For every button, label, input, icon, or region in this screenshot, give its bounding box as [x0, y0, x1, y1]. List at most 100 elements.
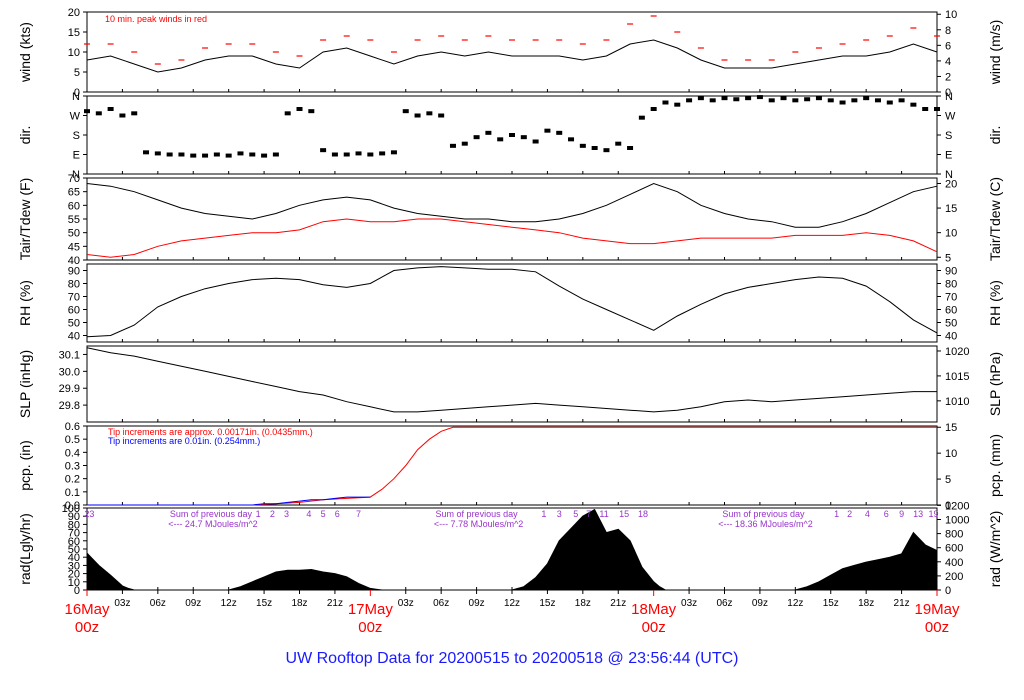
- series-line-rh: [86, 266, 938, 338]
- radiation-hour-mark: 4: [306, 509, 311, 519]
- direction-point: [355, 151, 362, 156]
- right-tick-label: 400: [945, 557, 963, 569]
- right-axis-label: SLP (hPa): [987, 352, 1003, 416]
- direction-point: [308, 109, 315, 114]
- daily-sum-line1: Sum of previous day: [170, 509, 253, 519]
- direction-point: [910, 102, 917, 107]
- direction-point: [863, 96, 870, 101]
- daily-sum-line1: Sum of previous day: [722, 509, 805, 519]
- direction-point: [485, 130, 492, 135]
- left-tick-label: 0.0: [65, 500, 80, 512]
- right-tick-label: 0: [945, 87, 951, 99]
- radiation-hour-mark: 15: [619, 509, 629, 519]
- right-axis-label: wind (m/s): [987, 20, 1003, 86]
- x-tick-label: 18z: [291, 598, 307, 609]
- direction-point: [225, 153, 232, 158]
- left-tick-label: 5: [74, 67, 80, 79]
- radiation-hour-mark: 1: [834, 509, 839, 519]
- right-tick-label: 10: [945, 228, 957, 240]
- left-tick-label: 50: [68, 318, 80, 330]
- left-tick-label: 45: [68, 241, 80, 253]
- left-tick-label: 0: [74, 585, 80, 597]
- series-line-air_temperature: [86, 182, 938, 228]
- series-line-slp: [86, 347, 937, 413]
- direction-point: [638, 115, 645, 120]
- direction-point: [827, 98, 834, 103]
- x-tick-label: 21z: [327, 598, 343, 609]
- direction-point: [178, 152, 185, 157]
- right-tick-label: 15: [945, 203, 957, 215]
- right-axis-label: pcp. (mm): [987, 434, 1003, 497]
- x-tick-label: 06z: [150, 598, 166, 609]
- direction-point: [402, 109, 409, 114]
- radiation-hour-mark: 3: [284, 509, 289, 519]
- direction-point: [686, 98, 693, 103]
- right-tick-label: 70: [945, 292, 957, 304]
- direction-point: [780, 96, 787, 101]
- panel-radiation: 0102030405060708090100020040060080010001…: [17, 500, 1003, 597]
- panel-pressure: 29.8 29.9 30.0 30.1 1010 1015 1020 SLP (inHg) SL…: [17, 345, 1003, 423]
- right-tick-label: 1015: [945, 371, 969, 383]
- direction-point: [449, 143, 456, 148]
- left-tick-label: 55: [68, 214, 80, 226]
- direction-point: [650, 107, 657, 111]
- direction-point: [886, 100, 893, 105]
- right-axis-label: Tair/Tdew (C): [987, 177, 1003, 261]
- left-tick-label: 60: [68, 305, 80, 317]
- x-tick-label: 09z: [185, 598, 201, 609]
- x-tick-label: 09z: [752, 598, 768, 609]
- right-tick-label: 1020: [945, 346, 969, 358]
- right-tick-label: S: [945, 130, 952, 142]
- direction-point: [213, 152, 220, 157]
- direction-point: [131, 111, 138, 116]
- daily-sum-line1: Sum of previous day: [436, 509, 519, 519]
- left-tick-label: 70: [68, 292, 80, 304]
- right-tick-label: 90: [945, 266, 957, 278]
- right-tick-label: 0: [945, 500, 951, 512]
- radiation-hour-mark: 23: [84, 509, 94, 519]
- x-tick-label: 06z: [716, 598, 732, 609]
- direction-point: [296, 107, 303, 111]
- direction-point: [461, 141, 468, 146]
- direction-point: [697, 96, 704, 101]
- right-tick-label: N: [945, 91, 953, 103]
- direction-point: [331, 152, 338, 157]
- direction-point: [261, 153, 268, 158]
- direction-point: [414, 113, 421, 118]
- radiation-hour-mark: 18: [638, 509, 648, 519]
- right-tick-label: 60: [945, 305, 957, 317]
- right-tick-label: 4: [945, 56, 951, 68]
- date-label-day: 16May: [64, 601, 110, 618]
- left-tick-label: 20: [68, 569, 80, 581]
- radiation-hour-mark: 11: [599, 509, 608, 519]
- radiation-hour-mark: 6: [884, 509, 889, 519]
- direction-point: [379, 151, 386, 156]
- direction-point: [615, 141, 622, 146]
- direction-point: [815, 96, 822, 101]
- right-tick-label: 200: [945, 571, 963, 583]
- left-tick-label: N: [72, 169, 80, 181]
- date-label-hour: 00z: [925, 619, 949, 636]
- right-tick-label: 2: [945, 71, 951, 83]
- left-tick-label: 0.4: [65, 447, 80, 459]
- direction-point: [84, 109, 90, 114]
- right-tick-label: 1000: [945, 514, 969, 526]
- radiation-hour-mark: 1: [256, 509, 261, 519]
- direction-point: [249, 152, 256, 157]
- right-axis-label: dir.: [987, 126, 1003, 145]
- left-tick-label: 80: [68, 279, 80, 291]
- right-tick-label: 6: [945, 40, 951, 52]
- right-tick-label: 8: [945, 25, 951, 37]
- panel-frame: [86, 11, 938, 93]
- left-axis-label: dir.: [17, 126, 33, 145]
- series-line-dew_point: [86, 218, 938, 258]
- x-tick-label: 21z: [610, 598, 626, 609]
- direction-point: [556, 130, 563, 135]
- right-tick-label: 50: [945, 318, 957, 330]
- right-tick-label: 600: [945, 543, 963, 555]
- radiation-hour-mark: 13: [913, 509, 923, 519]
- radiation-hour-mark: 4: [865, 509, 870, 519]
- radiation-hour-mark: 2: [270, 509, 275, 519]
- date-label-day: 18May: [631, 601, 677, 618]
- direction-point: [745, 96, 752, 101]
